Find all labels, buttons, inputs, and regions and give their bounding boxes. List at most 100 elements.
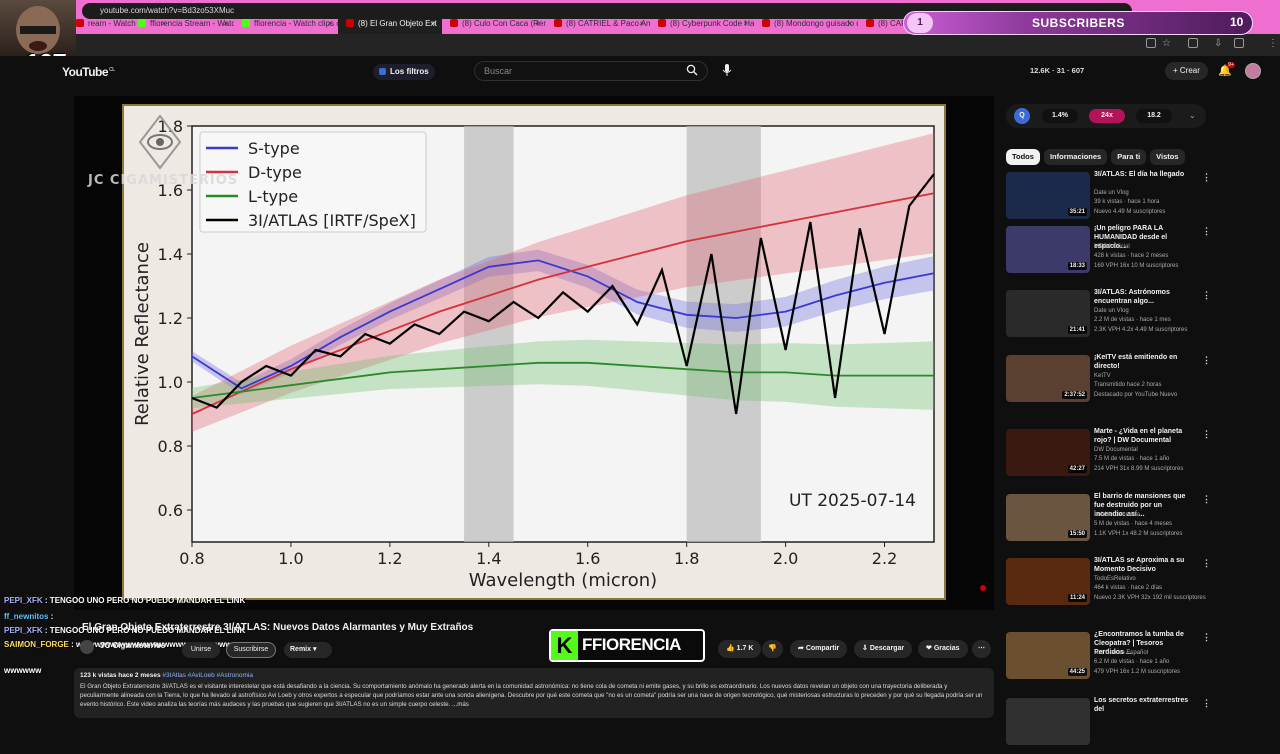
- video-menu-icon[interactable]: ⋮: [1202, 698, 1211, 708]
- tab-close-icon[interactable]: ×: [223, 19, 228, 28]
- recommended-video[interactable]: 44:25 ¿Encontramos la tumba de Cleopatra?…: [1006, 631, 1211, 688]
- filter-chip-score[interactable]: 18.2: [1136, 109, 1172, 123]
- channel-name[interactable]: Luisito Comunica: [1094, 512, 1141, 518]
- recommended-video[interactable]: 21:41 3I/ATLAS: Astrónomos encuentran alg…: [1006, 289, 1211, 346]
- tab-close-icon[interactable]: ×: [535, 19, 540, 28]
- video-title[interactable]: 3I/ATLAS se Aproxima a su Momento Decisi…: [1094, 557, 1185, 573]
- video-thumbnail[interactable]: 44:25: [1006, 632, 1090, 679]
- notifications-bell-icon[interactable]: 🔔: [1218, 65, 1232, 77]
- video-title[interactable]: 3I/ATLAS: Astrónomos encuentran algo...: [1094, 289, 1170, 305]
- video-menu-icon[interactable]: ⋮: [1202, 429, 1211, 439]
- video-thumbnail[interactable]: [1006, 698, 1090, 745]
- video-thumbnail[interactable]: 18:33: [1006, 226, 1090, 273]
- channel-name[interactable]: JC Cigamisterios: [100, 641, 166, 650]
- user-avatar[interactable]: [1245, 63, 1261, 79]
- microphone-icon[interactable]: [720, 63, 734, 77]
- recommended-video[interactable]: 35:21 3I/ATLAS: El día ha llegado Date un …: [1006, 171, 1211, 228]
- tab-close-icon[interactable]: ×: [639, 19, 644, 28]
- cast-icon[interactable]: [1146, 38, 1156, 48]
- more-actions-button[interactable]: ⋯: [972, 640, 991, 658]
- video-menu-icon[interactable]: ⋮: [1202, 558, 1211, 568]
- youtube-logo[interactable]: YouTubeCL: [62, 65, 115, 79]
- recommended-video[interactable]: 18:33 ¡Un peligro PARA LA HUMANIDAD desde…: [1006, 225, 1211, 282]
- channel-name[interactable]: KeITV: [1094, 373, 1111, 379]
- filter-chip-multiplier[interactable]: 24x: [1089, 109, 1125, 123]
- description-box[interactable]: [74, 668, 994, 718]
- video-thumbnail[interactable]: 42:27: [1006, 429, 1090, 476]
- search-input[interactable]: Buscar: [474, 61, 708, 81]
- browser-tab[interactable]: (8) Culo Con Caca (Remix×: [442, 14, 546, 34]
- filter-app-icon[interactable]: Q: [1014, 108, 1030, 124]
- join-button[interactable]: Unirse: [182, 642, 220, 658]
- filter-chip-percent[interactable]: 1.4%: [1042, 109, 1078, 123]
- channel-name[interactable]: TodoEsRelativo: [1094, 576, 1136, 582]
- chip-informaciones[interactable]: Informaciones: [1043, 149, 1108, 165]
- share-button[interactable]: ➦ Compartir: [790, 640, 848, 658]
- video-title[interactable]: El barrio de mansiones que fue destruido…: [1094, 493, 1186, 518]
- video-title[interactable]: ¡KeITV está emitiendo en directo!: [1094, 354, 1178, 370]
- browser-tab[interactable]: ream - Watch ×: [68, 14, 172, 34]
- recommended-video[interactable]: 11:24 3I/ATLAS se Aproxima a su Momento D…: [1006, 557, 1211, 614]
- extensions-icon[interactable]: [1188, 38, 1198, 48]
- video-menu-icon[interactable]: ⋮: [1202, 494, 1211, 504]
- browser-tab[interactable]: (8) Cyberpunk Code Hack ×: [650, 14, 754, 34]
- subscribe-button[interactable]: Suscribirse: [226, 642, 276, 658]
- tab-close-icon[interactable]: ×: [161, 19, 166, 28]
- dislike-button[interactable]: 👎: [762, 640, 783, 658]
- download-icon[interactable]: ⇩: [1214, 38, 1223, 49]
- chat-username[interactable]: SAIMON_FORGE: [4, 640, 69, 649]
- channel-name[interactable]: DW Documental: [1094, 447, 1138, 453]
- tab-close-icon[interactable]: ×: [847, 19, 852, 28]
- video-menu-icon[interactable]: ⋮: [1202, 226, 1211, 236]
- like-button[interactable]: 👍 1.7 K: [718, 640, 762, 658]
- video-title[interactable]: Los secretos extraterrestres del: [1094, 697, 1189, 713]
- channel-name[interactable]: Date un Vlog: [1094, 190, 1129, 196]
- bookmark-star-icon[interactable]: ☆: [1162, 38, 1171, 49]
- browser-tab[interactable]: (8) Mondongo guisado d ×: [754, 14, 858, 34]
- chip-vistos[interactable]: Vistos: [1150, 149, 1185, 165]
- chat-username[interactable]: ff_newnitos: [4, 612, 49, 621]
- recommended-video[interactable]: 42:27 Marte - ¿Vida en el planeta rojo? |…: [1006, 428, 1211, 485]
- browser-tab[interactable]: ffiorencia Stream - Watch ×: [130, 14, 234, 34]
- chat-username[interactable]: PEPI_XFK: [4, 626, 43, 635]
- recommended-video[interactable]: Los secretos extraterrestres del ⋮: [1006, 697, 1211, 754]
- video-menu-icon[interactable]: ⋮: [1202, 172, 1211, 182]
- recommended-video[interactable]: 2:37:52 ¡KeITV está emitiendo en directo!…: [1006, 354, 1211, 411]
- chat-username[interactable]: PEPI_XFK: [4, 596, 43, 605]
- tab-close-icon[interactable]: ×: [743, 19, 748, 28]
- video-thumbnail[interactable]: 2:37:52: [1006, 355, 1090, 402]
- video-title[interactable]: ¡Un peligro PARA LA HUMANIDAD desde el e…: [1094, 225, 1168, 250]
- video-menu-icon[interactable]: ⋮: [1202, 632, 1211, 642]
- chip-para-ti[interactable]: Para ti: [1111, 149, 1147, 165]
- channel-name[interactable]: Date un Vlog: [1094, 308, 1129, 314]
- download-button[interactable]: ⇩ Descargar: [854, 640, 913, 658]
- filters-button[interactable]: Los filtros: [373, 64, 435, 80]
- chevron-down-icon[interactable]: ⌄: [1189, 111, 1196, 120]
- video-menu-icon[interactable]: ⋮: [1202, 290, 1211, 300]
- video-title[interactable]: 3I/ATLAS: El día ha llegado: [1094, 171, 1185, 178]
- chip-todos[interactable]: Todos: [1006, 149, 1040, 165]
- recommended-video[interactable]: 15:50 El barrio de mansiones que fue dest…: [1006, 493, 1211, 550]
- create-button[interactable]: + Crear: [1165, 62, 1208, 80]
- tab-close-icon[interactable]: ×: [431, 19, 436, 28]
- search-icon[interactable]: [686, 64, 698, 76]
- video-frame[interactable]: 0.8 1.0 1.2 1.4 1.6 1.8 2.0 2.2 0.6 0.8 1.0 1.2 1.4 1…: [122, 104, 946, 600]
- menu-icon[interactable]: ⋮: [1268, 38, 1278, 49]
- browser-tab[interactable]: ffiorencia - Watch clips on ×: [234, 14, 338, 34]
- tab-close-icon[interactable]: ×: [327, 19, 332, 28]
- sidebar-icon[interactable]: [1234, 38, 1244, 48]
- video-title[interactable]: Marte - ¿Vida en el planeta rojo? | DW D…: [1094, 428, 1183, 444]
- channel-avatar[interactable]: [80, 640, 94, 654]
- browser-tab[interactable]: (8) El Gran Objeto Ext ×: [338, 14, 442, 34]
- hashtags[interactable]: #3IAtlas #AviLoeb #Astronomia: [162, 672, 253, 679]
- thanks-button[interactable]: ❤ Gracias: [918, 640, 968, 658]
- video-thumbnail[interactable]: 35:21: [1006, 172, 1090, 219]
- browser-tab[interactable]: (8) CATRIEL & Paco Amor×: [546, 14, 650, 34]
- video-title[interactable]: ¿Encontramos la tumba de Cleopatra? | Te…: [1094, 631, 1184, 656]
- channel-name[interactable]: MEGA Oficial: [1094, 244, 1130, 250]
- video-thumbnail[interactable]: 15:50: [1006, 494, 1090, 541]
- remix-button[interactable]: Remix ▾: [284, 642, 332, 658]
- address-bar[interactable]: youtube.com/watch?v=Bd3zo53XMuc: [82, 3, 1132, 19]
- video-thumbnail[interactable]: 11:24: [1006, 558, 1090, 605]
- channel-name[interactable]: Nat Geo en Español: [1094, 650, 1149, 656]
